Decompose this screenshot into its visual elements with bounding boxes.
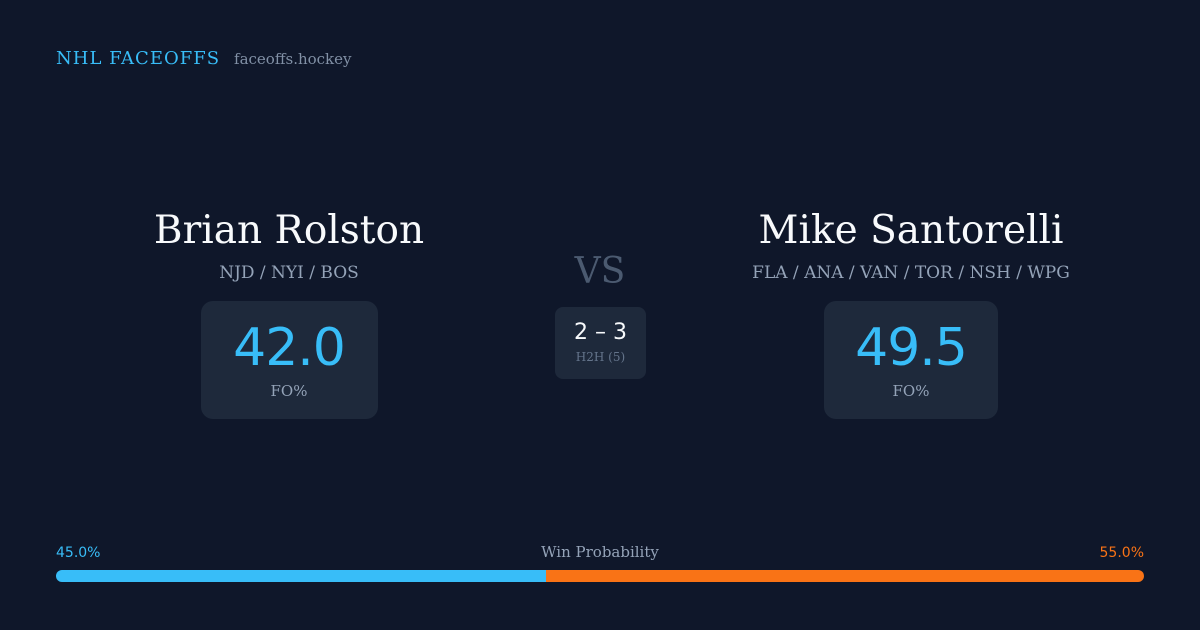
player-right-fo-label: FO% xyxy=(892,382,930,400)
win-probability-fill-left xyxy=(56,570,546,582)
brand-site: faceoffs.hockey xyxy=(234,50,352,68)
win-probability-fill-right xyxy=(545,570,1144,582)
player-left-stat-card: 42.0 FO% xyxy=(200,301,378,419)
player-left-name: Brian Rolston xyxy=(153,208,425,253)
brand-header: NHL FACEOFFS faceoffs.hockey xyxy=(56,48,352,69)
versus-label: VS xyxy=(574,251,626,292)
head-to-head-card: 2 – 3 H2H (5) xyxy=(555,307,646,379)
player-right-teams: FLA / ANA / VAN / TOR / NSH / WPG xyxy=(752,263,1070,283)
player-right: Mike Santorelli FLA / ANA / VAN / TOR / … xyxy=(651,206,1171,419)
win-probability-title: Win Probability xyxy=(541,543,659,561)
player-right-stat-card: 49.5 FO% xyxy=(824,301,998,419)
player-left-fo-label: FO% xyxy=(270,382,308,400)
player-left-fo-value: 42.0 xyxy=(233,318,346,378)
win-probability-left-value: 45.0% xyxy=(56,545,101,561)
head-to-head-label: H2H (5) xyxy=(575,350,626,364)
win-probability-bar xyxy=(56,570,1144,582)
player-left: Brian Rolston NJD / NYI / BOS 42.0 FO% xyxy=(29,206,549,419)
player-right-fo-value: 49.5 xyxy=(855,318,968,378)
win-probability-right-value: 55.0% xyxy=(1099,545,1144,561)
brand-title: NHL FACEOFFS xyxy=(56,48,221,69)
player-right-name: Mike Santorelli xyxy=(758,208,1064,253)
head-to-head-score: 2 – 3 xyxy=(574,320,627,345)
player-left-teams: NJD / NYI / BOS xyxy=(219,263,359,283)
